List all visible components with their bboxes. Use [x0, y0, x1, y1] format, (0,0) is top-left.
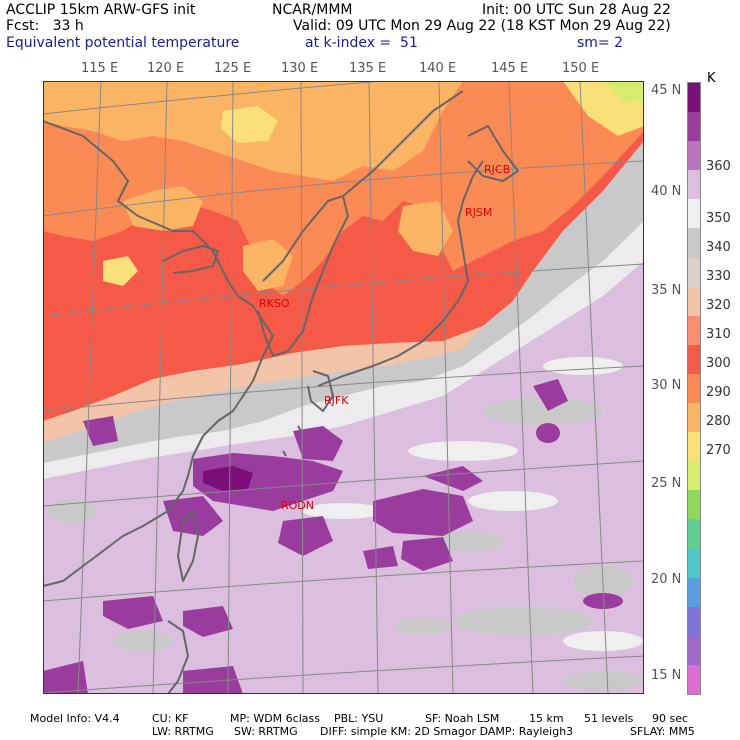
- colorbar-tick-label: 280: [706, 414, 731, 429]
- lon-label: 145 E: [491, 61, 529, 76]
- station-label: RJSM: [465, 206, 492, 219]
- field-ne-corner: [603, 81, 644, 103]
- colorbar-segment: [688, 461, 700, 491]
- sf-scheme: SF: Noah LSM: [425, 712, 500, 725]
- field-300-patch: [221, 106, 278, 143]
- lat-label: 15 N: [651, 668, 682, 683]
- lon-label: 115 E: [81, 61, 119, 76]
- field-310-patch: [398, 201, 453, 256]
- levels: 51 levels: [584, 712, 634, 725]
- colorbar-segment: [688, 373, 700, 404]
- colorbar-segment: [688, 635, 700, 665]
- lw-scheme: LW: RRTMG: [152, 725, 214, 738]
- sflay-scheme: SFLAY: MM5: [630, 725, 695, 738]
- graticule: [43, 81, 644, 694]
- colorbar-segment: [688, 606, 700, 636]
- lat-label: 35 N: [651, 283, 682, 298]
- lat-label: 20 N: [651, 572, 682, 587]
- colorbar-tick-label: 340: [706, 240, 731, 255]
- station-label: RJFK: [324, 394, 349, 407]
- colorbar-tick-label: 330: [706, 269, 731, 284]
- lon-label: 120 E: [147, 61, 185, 76]
- field-white-patches: [303, 357, 643, 651]
- lon-label: 140 E: [419, 61, 457, 76]
- colorbar-segment: [688, 286, 700, 316]
- colorbar-tick-label: 290: [706, 385, 731, 400]
- lon-label: 135 E: [349, 61, 387, 76]
- colorbar-tick-label: 300: [706, 356, 731, 371]
- colorbar-segment: [688, 403, 700, 433]
- colorbar-segment: [688, 112, 700, 142]
- field-name: Equivalent potential temperature: [6, 35, 240, 51]
- lat-label: 30 N: [651, 378, 682, 393]
- sw-scheme: SW: RRTMG: [234, 725, 298, 738]
- colorbar-segment: [688, 548, 700, 578]
- resolution: 15 km: [529, 712, 564, 725]
- level-label: at k-index = 51: [305, 35, 418, 51]
- model-title: ACCLIP 15km ARW-GFS init: [6, 2, 196, 18]
- colorbar-segment: [688, 199, 700, 229]
- colorbar-segment: [688, 257, 700, 287]
- pbl-scheme: PBL: YSU: [334, 712, 384, 725]
- forecast-hour: Fcst: 33 h: [6, 18, 84, 34]
- station-label: RJCB: [484, 163, 510, 176]
- model-info: Model Info: V4.4: [30, 712, 120, 725]
- lon-label: 125 E: [214, 61, 252, 76]
- colorbar-segment: [688, 141, 700, 171]
- smoothing-label: sm= 2: [577, 35, 624, 51]
- theta-e-map: RJCB RJSM RKSO RJFK RODN: [43, 81, 644, 694]
- valid-time: Valid: 09 UTC Mon 29 Aug 22 (18 KST Mon …: [293, 18, 671, 34]
- colorbar-tick-label: 360: [706, 159, 731, 174]
- colorbar-segment: [688, 432, 700, 462]
- field-purple-patches: [43, 379, 623, 694]
- lon-label: 130 E: [281, 61, 319, 76]
- colorbar-segment: [688, 664, 700, 694]
- station-label: RODN: [281, 499, 314, 512]
- colorbar-tick-label: 350: [706, 211, 731, 226]
- field-355-band: [43, 221, 644, 479]
- field-310-patch: [243, 239, 293, 291]
- colorbar-unit: K: [707, 71, 716, 86]
- lat-label: 25 N: [651, 476, 682, 491]
- org-label: NCAR/MMM: [272, 2, 353, 18]
- colorbar: [687, 82, 701, 695]
- field-310-patch: [123, 186, 203, 231]
- colorbar-tick-label: 270: [706, 443, 731, 458]
- init-time: Init: 00 UTC Sun 28 Aug 22: [482, 2, 671, 18]
- cu-scheme: CU: KF: [152, 712, 189, 725]
- lat-label: 45 N: [651, 83, 682, 98]
- colorbar-segment: [688, 344, 700, 374]
- colorbar-tick-label: 320: [706, 298, 731, 313]
- colorbar-tick-label: 310: [706, 327, 731, 342]
- lon-label: 150 E: [562, 61, 600, 76]
- colorbar-segment: [688, 315, 700, 345]
- diffusion: DIFF: simple KM: 2D Smagor DAMP: Rayleig…: [320, 725, 574, 738]
- colorbar-segment: [688, 228, 700, 258]
- station-label: RKSO: [259, 297, 290, 310]
- mp-scheme: MP: WDM 6class: [230, 712, 320, 725]
- field-300-patch: [103, 256, 138, 286]
- field-max-core: [203, 466, 253, 491]
- timestep: 90 sec: [652, 712, 689, 725]
- colorbar-segment: [688, 577, 700, 607]
- lat-label: 40 N: [651, 184, 682, 199]
- colorbar-segment: [688, 490, 700, 520]
- colorbar-segment: [688, 170, 700, 200]
- coastlines: [43, 90, 519, 694]
- colorbar-segment: [688, 83, 700, 113]
- colorbar-segment: [688, 519, 700, 549]
